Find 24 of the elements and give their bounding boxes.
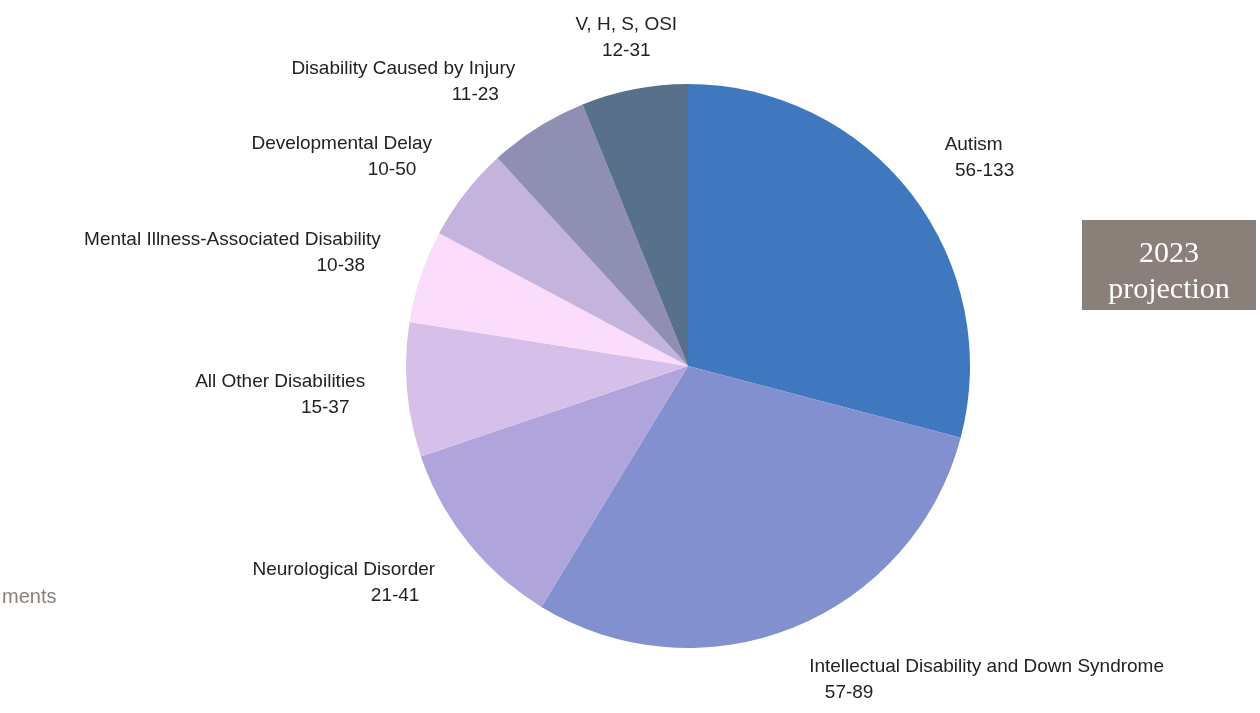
- text: ments: [2, 585, 57, 607]
- slice-label: Intellectual Disability and Down Syndrome: [809, 655, 1165, 677]
- slice-label: Disability Caused by Injury: [291, 56, 516, 78]
- data-label: 10-38: [316, 253, 366, 275]
- slice-label: Autism: [944, 133, 1003, 155]
- pie-slice: [541, 366, 961, 648]
- data-label: 57-89: [824, 681, 874, 703]
- data-label: 15-37: [300, 396, 350, 418]
- data-label: 11-23: [451, 82, 499, 104]
- data-label: 10-50: [367, 158, 417, 180]
- pie-slice: [409, 233, 688, 366]
- slice-label: All Other Disabilities: [195, 370, 366, 392]
- data-label: 12-31: [601, 38, 651, 60]
- data-label: 21-41: [370, 583, 420, 605]
- pie-slice: [439, 158, 688, 366]
- data-label: 56-133: [955, 159, 1015, 181]
- slice-label: Mental Illness-Associated Disability: [84, 227, 382, 249]
- text: 2023 projection: [1108, 235, 1230, 304]
- pie-slice: [582, 84, 688, 366]
- slice-label: Developmental Delay: [251, 132, 433, 154]
- pie-slice: [406, 321, 688, 457]
- pie-slice: [497, 104, 688, 366]
- slice-label: V, H, S, OSI: [575, 12, 678, 34]
- slice-label: Neurological Disorder: [252, 557, 436, 579]
